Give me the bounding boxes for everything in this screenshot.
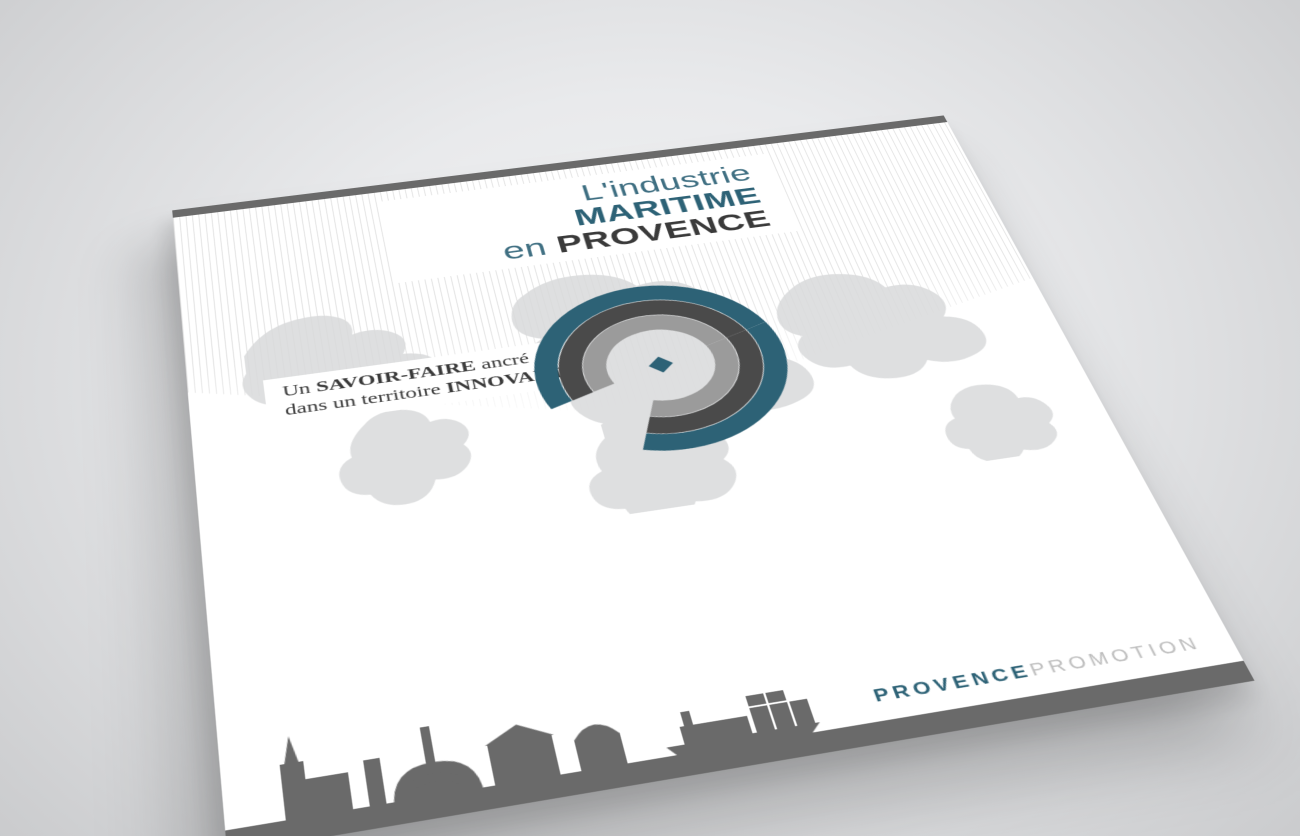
ship-icon <box>656 686 826 765</box>
title-prefix-2: en <box>500 232 561 265</box>
tagline-pre: Un <box>281 379 317 399</box>
brand-wordmark: PROVENCEPROMOTION <box>871 634 1205 707</box>
scene: L'industrie MARITIME en PROVENCE Un SAVO… <box>172 115 1254 836</box>
brand-accent: PROVENCE <box>871 662 1035 706</box>
brochure-cover: L'industrie MARITIME en PROVENCE Un SAVO… <box>172 115 1254 836</box>
brand-muted: PROMOTION <box>1027 634 1205 680</box>
skyline-silhouette <box>217 574 1248 836</box>
bottom-bar <box>226 669 1255 836</box>
